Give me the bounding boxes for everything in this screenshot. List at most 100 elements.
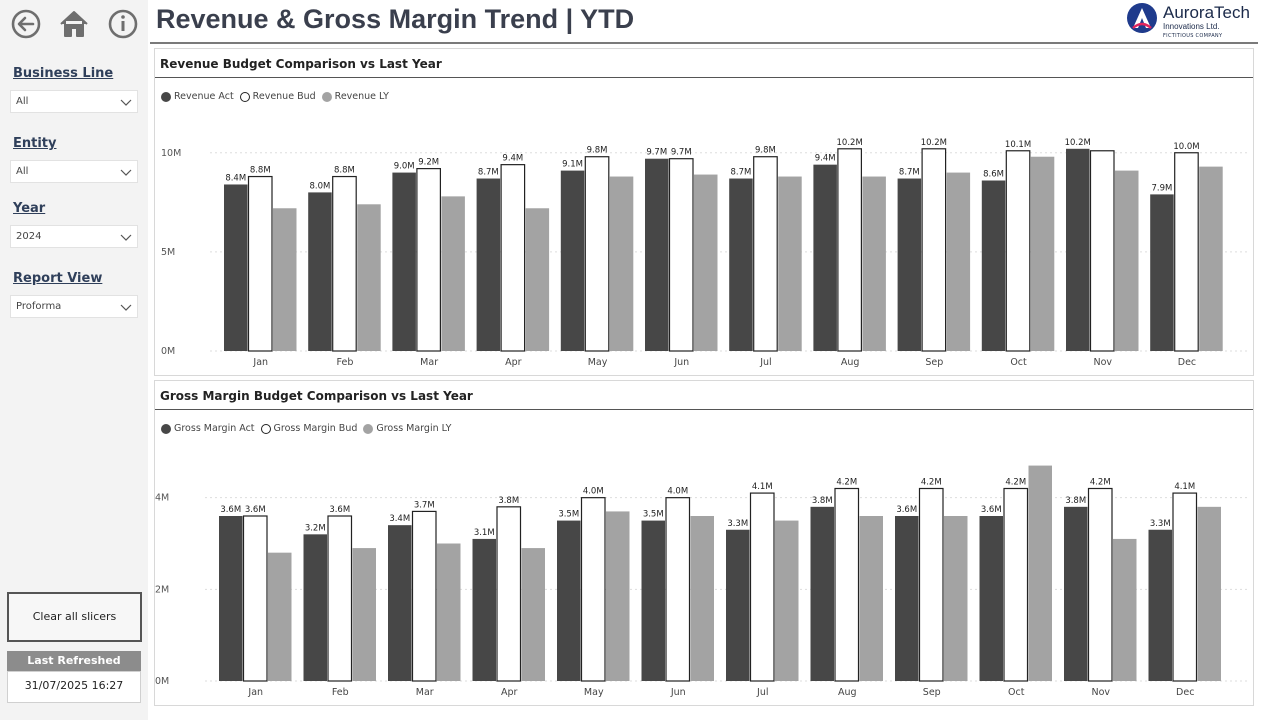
data-label: 9.1M <box>562 160 583 170</box>
bar-gross-margin-bud-aug[interactable] <box>834 487 860 682</box>
bar-revenue-bud-dec[interactable] <box>1174 152 1199 352</box>
bar-gross-margin-act-jan[interactable] <box>219 516 243 681</box>
bar-gross-margin-act-mar[interactable] <box>388 525 412 681</box>
year-dropdown[interactable]: 2024 <box>10 225 138 248</box>
bar-gross-margin-act-may[interactable] <box>557 520 581 681</box>
bar-revenue-act-jul[interactable] <box>729 178 753 351</box>
bar-gross-margin-act-oct[interactable] <box>979 516 1004 681</box>
bar-gross-margin-ly-sep[interactable] <box>944 516 968 681</box>
bar-gross-margin-act-jul[interactable] <box>726 529 750 681</box>
bar-revenue-bud-jul[interactable] <box>753 156 778 352</box>
bar-revenue-ly-dec[interactable] <box>1199 166 1223 351</box>
legend-item-bud[interactable]: Revenue Bud <box>239 91 316 102</box>
bar-gross-margin-bud-jan[interactable] <box>242 515 268 682</box>
bar-gross-margin-act-dec[interactable] <box>1148 529 1173 681</box>
bar-revenue-ly-apr[interactable] <box>525 208 550 351</box>
bar-gross-margin-act-nov[interactable] <box>1064 506 1088 681</box>
bar-gross-margin-ly-nov[interactable] <box>1113 538 1137 681</box>
bar-gross-margin-ly-jun[interactable] <box>690 516 715 681</box>
legend-item-act[interactable]: Gross Margin Act <box>161 423 255 434</box>
bar-revenue-bud-apr[interactable] <box>500 164 526 352</box>
data-label: 3.5M <box>643 510 664 520</box>
bar-gross-margin-ly-oct[interactable] <box>1028 465 1053 681</box>
bar-revenue-act-nov[interactable] <box>1066 148 1090 351</box>
bar-revenue-ly-feb[interactable] <box>357 204 381 351</box>
home-icon[interactable] <box>58 8 90 40</box>
bar-gross-margin-bud-oct[interactable] <box>1003 487 1029 682</box>
bar-revenue-bud-aug[interactable] <box>837 148 863 352</box>
bar-gross-margin-ly-aug[interactable] <box>859 516 884 681</box>
bar-revenue-act-feb[interactable] <box>308 192 332 351</box>
legend-item-ly[interactable]: Revenue LY <box>321 91 389 102</box>
bar-gross-margin-ly-jan[interactable] <box>268 552 292 681</box>
bar-revenue-act-aug[interactable] <box>813 164 837 351</box>
clear-all-slicers-button[interactable]: Clear all slicers <box>7 592 142 642</box>
y-tick-label: 10M <box>161 148 181 159</box>
bar-revenue-act-jan[interactable] <box>224 184 248 351</box>
entity-dropdown[interactable]: All <box>10 160 138 183</box>
business-line-dropdown[interactable]: All <box>10 90 138 113</box>
panel-divider <box>155 77 1253 78</box>
bar-revenue-act-dec[interactable] <box>1150 194 1174 351</box>
bar-gross-margin-ly-jul[interactable] <box>775 520 799 681</box>
bar-revenue-bud-oct[interactable] <box>1005 150 1031 352</box>
data-label: 3.6M <box>220 505 241 515</box>
bar-revenue-bud-feb[interactable] <box>332 175 357 352</box>
bar-gross-margin-act-sep[interactable] <box>895 516 919 681</box>
bar-revenue-act-sep[interactable] <box>897 178 922 351</box>
bar-revenue-bud-sep[interactable] <box>921 148 947 352</box>
bar-gross-margin-bud-may[interactable] <box>580 497 606 682</box>
legend-ly-swatch <box>363 423 374 434</box>
bar-revenue-act-oct[interactable] <box>981 180 1006 351</box>
bar-gross-margin-bud-dec[interactable] <box>1172 492 1198 682</box>
bar-gross-margin-bud-sep[interactable] <box>918 487 944 682</box>
legend-item-act[interactable]: Revenue Act <box>161 91 234 102</box>
bar-gross-margin-act-jun[interactable] <box>641 520 666 681</box>
bar-gross-margin-bud-mar[interactable] <box>411 510 437 682</box>
bar-revenue-bud-jan[interactable] <box>247 175 273 352</box>
bar-revenue-bud-nov[interactable] <box>1089 150 1115 352</box>
bar-revenue-bud-may[interactable] <box>584 156 610 352</box>
bar-revenue-ly-oct[interactable] <box>1030 156 1055 351</box>
bar-revenue-ly-aug[interactable] <box>862 176 886 351</box>
bar-gross-margin-ly-dec[interactable] <box>1197 506 1222 681</box>
bar-revenue-bud-mar[interactable] <box>416 168 441 352</box>
bar-gross-margin-bud-feb[interactable] <box>327 515 353 682</box>
bar-gross-margin-ly-mar[interactable] <box>437 543 461 682</box>
bar-revenue-ly-mar[interactable] <box>441 196 465 351</box>
legend-item-bud[interactable]: Gross Margin Bud <box>260 423 357 434</box>
bar-gross-margin-act-feb[interactable] <box>303 534 328 681</box>
x-tick-label: Apr <box>505 357 522 368</box>
bar-revenue-ly-may[interactable] <box>609 176 634 351</box>
bar-revenue-act-mar[interactable] <box>392 172 416 351</box>
bar-gross-margin-bud-jun[interactable] <box>665 497 691 682</box>
back-arrow-icon[interactable] <box>10 8 42 40</box>
data-label: 3.5M <box>558 510 579 520</box>
company-logo: AuroraTech Innovations Ltd. FICTITIOUS C… <box>1126 2 1260 42</box>
bar-revenue-act-apr[interactable] <box>476 178 501 351</box>
legend-ly-label: Revenue LY <box>334 91 389 102</box>
bar-revenue-act-jun[interactable] <box>645 158 669 351</box>
bar-revenue-ly-jun[interactable] <box>694 174 718 351</box>
data-label: 9.7M <box>671 148 692 158</box>
bar-gross-margin-bud-apr[interactable] <box>496 506 522 682</box>
y-tick-label: 0M <box>155 676 169 687</box>
bar-revenue-ly-nov[interactable] <box>1115 170 1139 351</box>
panel-divider <box>155 409 1253 410</box>
bar-gross-margin-act-apr[interactable] <box>472 538 497 681</box>
bar-gross-margin-act-aug[interactable] <box>810 506 835 681</box>
legend-item-ly[interactable]: Gross Margin LY <box>363 423 451 434</box>
bar-revenue-ly-jul[interactable] <box>778 176 802 351</box>
bar-gross-margin-ly-feb[interactable] <box>352 548 377 681</box>
info-icon[interactable] <box>107 8 139 40</box>
bar-gross-margin-ly-may[interactable] <box>606 511 630 681</box>
bar-gross-margin-ly-apr[interactable] <box>521 548 546 681</box>
bar-gross-margin-bud-jul[interactable] <box>749 492 775 682</box>
bar-revenue-bud-jun[interactable] <box>668 158 694 352</box>
bar-revenue-ly-jan[interactable] <box>273 208 297 351</box>
bar-revenue-ly-sep[interactable] <box>946 172 971 351</box>
report-view-dropdown[interactable]: Proforma <box>10 295 138 318</box>
y-tick-label: 5M <box>161 247 175 258</box>
bar-revenue-act-may[interactable] <box>560 170 585 351</box>
bar-gross-margin-bud-nov[interactable] <box>1087 487 1113 682</box>
